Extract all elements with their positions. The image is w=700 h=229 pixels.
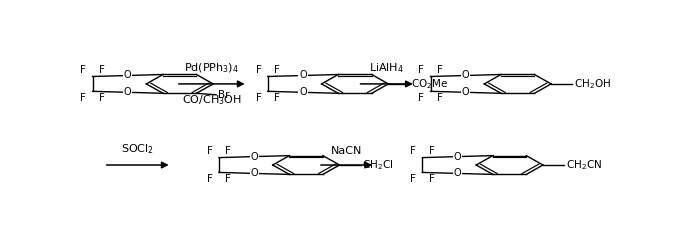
Text: F: F — [99, 65, 104, 75]
Text: CH$_2$OH: CH$_2$OH — [574, 77, 611, 91]
Text: NaCN: NaCN — [331, 146, 362, 156]
Text: O: O — [299, 71, 307, 81]
Text: O: O — [462, 87, 470, 97]
Text: F: F — [437, 93, 442, 103]
Text: O: O — [124, 71, 132, 81]
Text: F: F — [410, 146, 416, 156]
Text: F: F — [256, 93, 262, 103]
Text: SOCl$_2$: SOCl$_2$ — [121, 142, 154, 156]
Text: CO/CH$_3$OH: CO/CH$_3$OH — [182, 93, 241, 106]
Text: F: F — [80, 65, 86, 75]
Text: F: F — [80, 93, 86, 103]
Text: LiAlH$_4$: LiAlH$_4$ — [369, 61, 404, 75]
Text: F: F — [437, 65, 442, 75]
Text: F: F — [419, 93, 424, 103]
Text: F: F — [207, 146, 213, 156]
Text: F: F — [99, 93, 104, 103]
Text: F: F — [256, 65, 262, 75]
Text: F: F — [419, 65, 424, 75]
Text: F: F — [225, 174, 231, 184]
Text: F: F — [428, 146, 435, 156]
Text: F: F — [428, 174, 435, 184]
Text: O: O — [299, 87, 307, 97]
Text: F: F — [274, 65, 280, 75]
Text: O: O — [454, 168, 461, 178]
Text: F: F — [207, 174, 213, 184]
Text: Br: Br — [218, 90, 229, 100]
Text: O: O — [462, 71, 470, 81]
Text: F: F — [225, 146, 231, 156]
Text: CH$_2$CN: CH$_2$CN — [566, 158, 602, 172]
Text: F: F — [410, 174, 416, 184]
Text: Pd(PPh$_3$)$_4$: Pd(PPh$_3$)$_4$ — [184, 62, 239, 75]
Text: F: F — [274, 93, 280, 103]
Text: O: O — [251, 168, 258, 178]
Text: O: O — [454, 152, 461, 162]
Text: O: O — [124, 87, 132, 97]
Text: O: O — [251, 152, 258, 162]
Text: CH$_2$Cl: CH$_2$Cl — [363, 158, 393, 172]
Text: CO$_2$Me: CO$_2$Me — [411, 77, 449, 91]
